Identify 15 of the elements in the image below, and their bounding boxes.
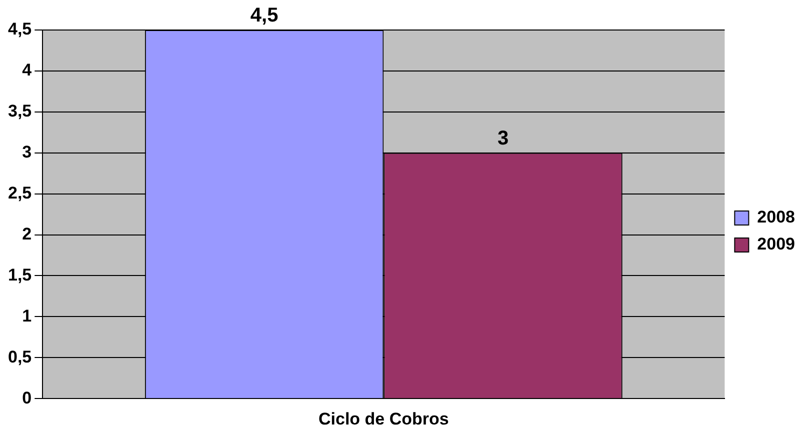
y-tick-label: 3 <box>22 142 32 162</box>
y-tick-label: 4 <box>22 60 32 80</box>
legend-label: 2009 <box>757 234 796 254</box>
y-tick-label: 4,5 <box>8 20 32 39</box>
y-tick-label: 1 <box>22 306 32 326</box>
y-tick-label: 2,5 <box>8 184 32 203</box>
y-tick-label: 2 <box>22 224 32 244</box>
y-tick-label: 0 <box>22 388 32 408</box>
y-tick-label: 1,5 <box>8 265 32 284</box>
x-tick-label: Ciclo de Cobros <box>318 409 449 428</box>
data-label: 3 <box>497 127 509 150</box>
data-label: 4,5 <box>250 4 278 27</box>
y-tick-label: 0,5 <box>8 347 32 366</box>
y-tick-label: 3,5 <box>8 102 32 121</box>
legend-label: 2008 <box>757 208 796 227</box>
